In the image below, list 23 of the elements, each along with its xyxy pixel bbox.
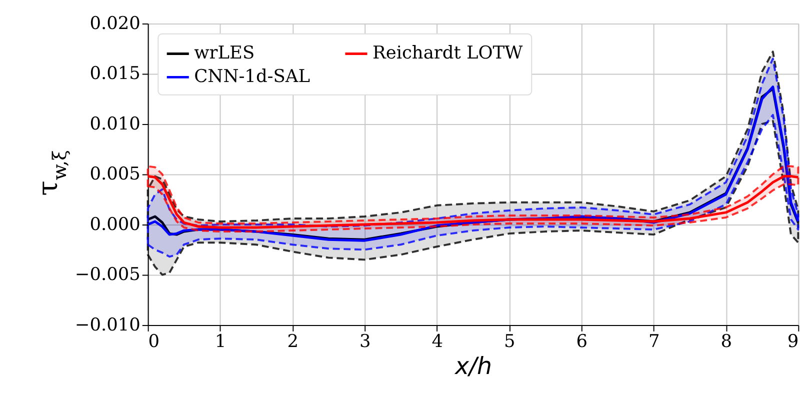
x-tick-label: 2 [287,332,298,352]
x-tick-label: 3 [359,332,371,352]
y-tick-label: 0.020 [90,14,140,34]
y-tick-label: 0.005 [90,164,140,185]
legend-label: wrLES [194,44,255,64]
x-tick-label: 0 [148,332,160,352]
y-tick-label: 0.010 [90,114,140,134]
y-tick-label: 0.000 [90,214,140,235]
x-tick-label: 7 [648,332,660,352]
legend-label: CNN-1d-SAL [194,67,310,88]
y-tick-label: 0.015 [90,64,140,84]
x-tick-label: 8 [720,332,732,352]
line-series [146,175,800,229]
x-tick-label: 4 [432,332,444,352]
x-axis-title: x/h [454,352,492,380]
x-tick-label: 9 [787,332,799,352]
x-tick-label: 6 [576,332,588,352]
y-tick-label: −0.005 [74,265,140,286]
x-tick-label: 5 [504,332,516,352]
y-tick-label: −0.010 [74,315,140,336]
legend-label: Reichardt LOTW [372,44,524,64]
x-tick-label: 1 [214,332,226,352]
y-axis-title: τw,ξ [31,150,72,196]
